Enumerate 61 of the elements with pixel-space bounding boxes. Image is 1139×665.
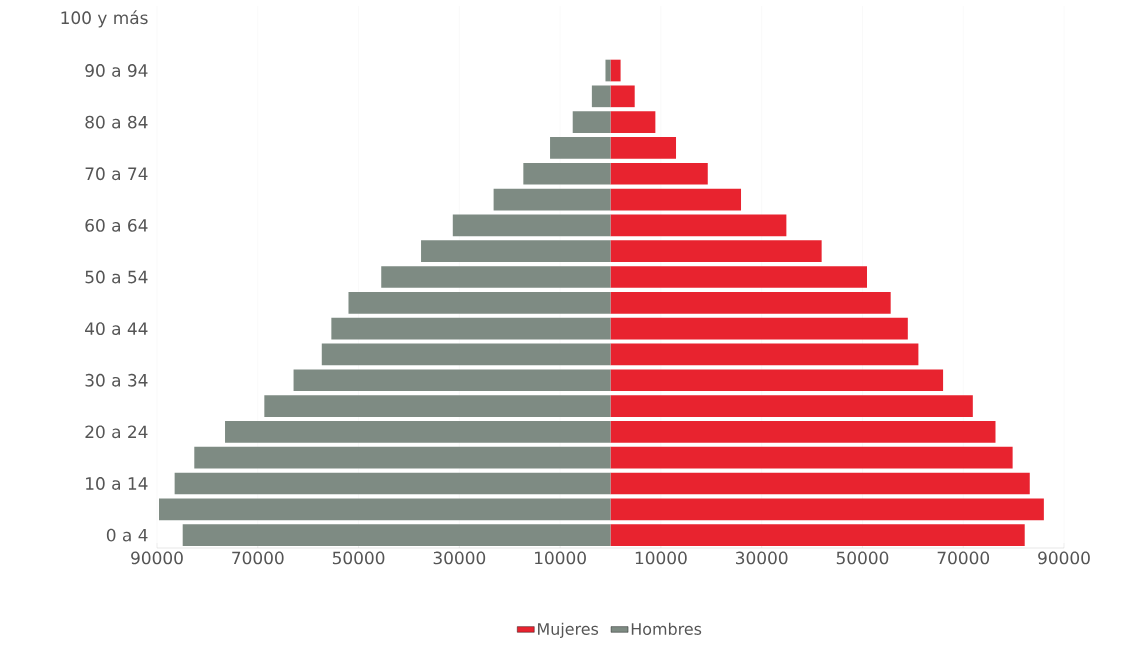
bar [610, 266, 867, 288]
bar [523, 162, 611, 185]
bar [493, 188, 611, 211]
x-tick-label: 50000 [836, 551, 889, 565]
bar [550, 137, 611, 159]
x-tick-label: 70000 [937, 551, 990, 565]
y-tick-label: 0 a 4 [106, 528, 148, 542]
y-tick-label: 20 a 24 [85, 425, 148, 439]
bar [605, 59, 611, 82]
bar [572, 111, 611, 133]
bar [610, 317, 908, 340]
bar [159, 498, 611, 521]
y-tick-label: 50 a 54 [85, 270, 148, 284]
y-tick-label: 70 a 74 [85, 167, 148, 181]
bar [381, 266, 611, 288]
bar [610, 111, 656, 133]
legend-label: Hombres [631, 622, 702, 635]
bar [591, 85, 611, 108]
x-tick-label: 30000 [736, 551, 788, 565]
bar [610, 343, 919, 366]
bar [610, 395, 973, 417]
bar [182, 524, 611, 546]
bar [610, 214, 787, 237]
x-tick-label: 90000 [131, 551, 183, 565]
bar [610, 137, 677, 159]
bar [225, 421, 611, 443]
y-tick-label: 90 a 94 [85, 64, 148, 77]
y-tick-label: 80 a 84 [85, 115, 148, 129]
bar [194, 446, 611, 469]
bar [452, 214, 611, 237]
y-tick-label: 100 y más [61, 10, 148, 28]
y-tick-label: 60 a 64 [85, 218, 148, 232]
bar [610, 446, 1013, 469]
bar [610, 498, 1044, 521]
bar [610, 524, 1025, 546]
bar [610, 162, 708, 185]
bar [264, 395, 611, 417]
x-tick-label: 90000 [1038, 551, 1090, 565]
bar [610, 240, 822, 263]
bar [610, 85, 635, 108]
x-tick-label: 70000 [232, 551, 284, 565]
bar [610, 472, 1030, 495]
bar [610, 59, 621, 82]
x-tick-label: 10000 [635, 551, 687, 565]
bar [348, 291, 611, 314]
x-tick-label: 10000 [535, 551, 586, 565]
y-tick-label: 30 a 34 [85, 373, 148, 387]
bar [321, 343, 611, 366]
y-tick-label: 10 a 14 [86, 477, 148, 490]
legend-label: Mujeres [538, 622, 599, 639]
bar [610, 188, 742, 211]
bar [610, 291, 891, 314]
bar [174, 472, 611, 495]
bar [293, 369, 611, 392]
bar [331, 317, 611, 340]
x-tick-label: 50000 [332, 551, 385, 565]
x-tick-label: 30000 [433, 551, 486, 565]
bar [610, 421, 996, 443]
bar [421, 240, 611, 263]
y-tick-label: 40 a 44 [85, 322, 148, 336]
bar [610, 369, 944, 392]
